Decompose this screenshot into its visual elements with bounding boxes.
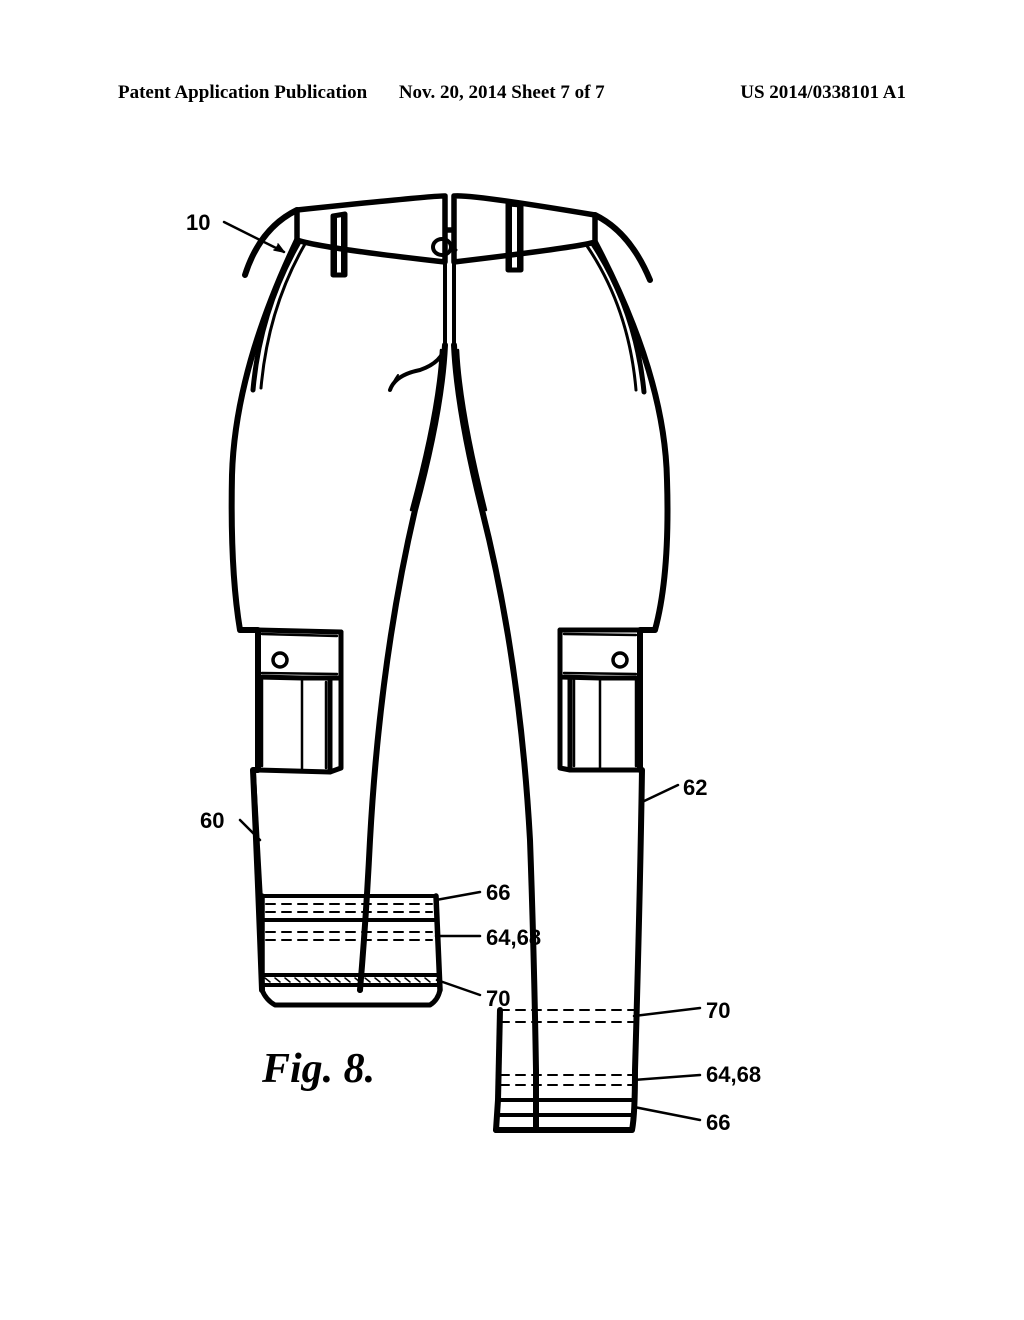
ref-66-right: 66 [706, 1110, 730, 1136]
ref-70-right: 70 [706, 998, 730, 1024]
ref-10: 10 [186, 210, 210, 236]
ref-6468-right: 64,68 [706, 1062, 761, 1088]
figure-label: Fig. 8. [262, 1045, 375, 1093]
ref-70-left: 70 [486, 986, 510, 1012]
ref-6468-left: 64,68 [486, 925, 541, 951]
ref-62: 62 [683, 775, 707, 801]
ref-66-left: 66 [486, 880, 510, 906]
header-publication: Patent Application Publication [118, 82, 367, 104]
ref-60: 60 [200, 808, 224, 834]
header-pubnum: US 2014/0338101 A1 [740, 82, 906, 104]
header-date-sheet: Nov. 20, 2014 Sheet 7 of 7 [399, 82, 605, 104]
patent-figure [0, 180, 1024, 1180]
